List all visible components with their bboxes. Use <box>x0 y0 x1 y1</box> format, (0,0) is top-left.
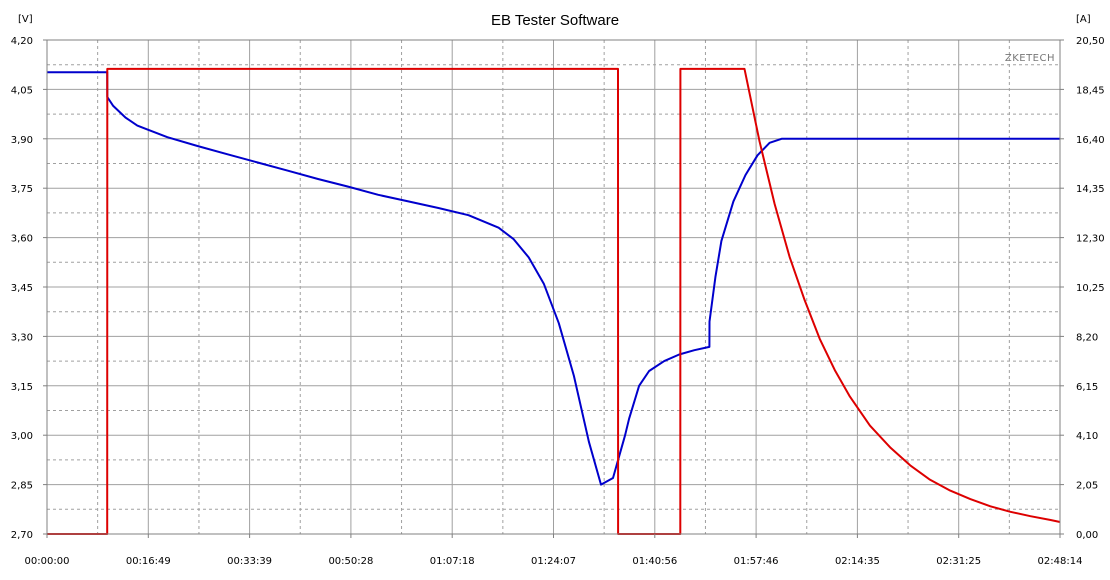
y-right-tick-label: 16,40 <box>1076 135 1105 146</box>
y-left-tick-label: 2,70 <box>11 530 33 541</box>
y-left-tick-label: 2,85 <box>11 481 33 492</box>
y-right-tick-label: 20,50 <box>1076 36 1105 47</box>
x-tick-label: 00:16:49 <box>126 556 171 567</box>
left-axis-unit: [V] <box>18 14 33 25</box>
y-left-tick-label: 3,45 <box>11 283 33 294</box>
y-right-tick-label: 6,15 <box>1076 382 1098 393</box>
y-left-tick-label: 3,15 <box>11 382 33 393</box>
y-left-tick-label: 4,05 <box>11 85 33 96</box>
left-y-axis: 2,70 2,85 3,00 3,15 3,30 3,45 3,60 3,75 3,90 4,05… <box>11 36 47 541</box>
x-tick-label: 02:14:35 <box>835 556 880 567</box>
y-left-tick-label: 4,20 <box>11 36 33 47</box>
y-right-tick-label: 14,35 <box>1076 184 1105 195</box>
y-right-tick-label: 12,30 <box>1076 234 1105 245</box>
y-right-tick-label: 0,00 <box>1076 530 1098 541</box>
grid <box>47 40 1060 534</box>
chart-title: EB Tester Software <box>491 12 619 29</box>
y-left-tick-label: 3,00 <box>11 431 33 442</box>
y-right-tick-label: 8,20 <box>1076 332 1098 343</box>
x-tick-label: 00:33:39 <box>227 556 272 567</box>
y-left-tick-label: 3,30 <box>11 332 33 343</box>
y-right-tick-label: 10,25 <box>1076 283 1105 294</box>
y-right-tick-label: 4,10 <box>1076 431 1098 442</box>
y-right-tick-label: 18,45 <box>1076 85 1105 96</box>
x-tick-label: 00:00:00 <box>25 556 70 567</box>
x-tick-label: 02:31:25 <box>936 556 981 567</box>
x-axis: 00:00:00 00:16:49 00:33:39 00:50:28 01:07:18… <box>25 534 1083 567</box>
brand-watermark: ZKETECH <box>1005 53 1055 64</box>
x-tick-label: 01:57:46 <box>734 556 779 567</box>
x-tick-label: 01:24:07 <box>531 556 576 567</box>
x-tick-label: 00:50:28 <box>328 556 373 567</box>
y-right-tick-label: 2,05 <box>1076 481 1098 492</box>
y-left-tick-label: 3,75 <box>11 184 33 195</box>
x-tick-label: 01:07:18 <box>430 556 475 567</box>
x-tick-label: 01:40:56 <box>632 556 677 567</box>
y-left-tick-label: 3,60 <box>11 234 33 245</box>
right-axis-unit: [A] <box>1076 14 1091 25</box>
right-y-axis: 0,00 2,05 4,10 6,15 8,20 10,25 12,30 14,35 16,40… <box>1060 36 1105 541</box>
y-left-tick-label: 3,90 <box>11 135 33 146</box>
x-tick-label: 02:48:14 <box>1038 556 1083 567</box>
